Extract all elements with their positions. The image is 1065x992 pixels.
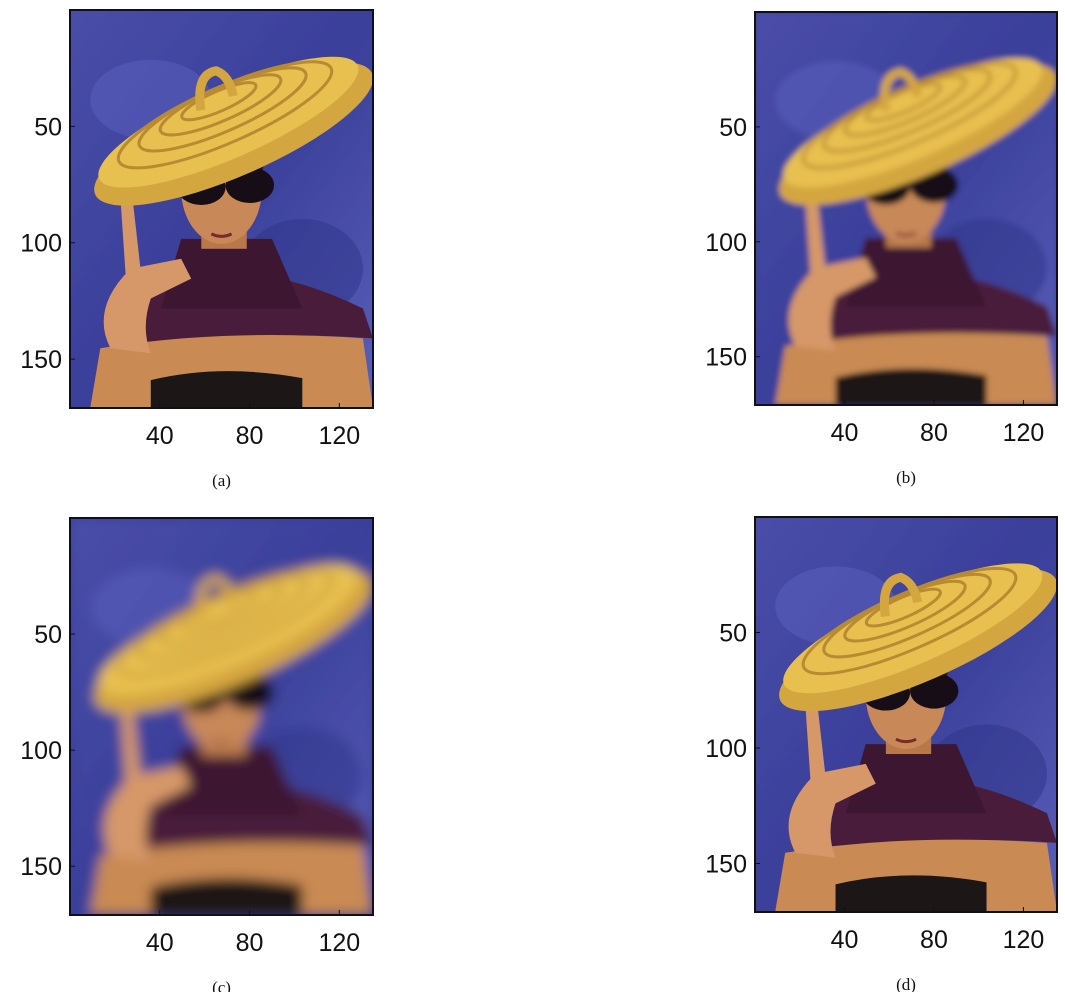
x-tick-label: 40: [831, 419, 859, 447]
y-tick-label: 100: [705, 735, 747, 763]
y-tick-label: 100: [705, 229, 747, 257]
x-tick-label: 40: [146, 422, 174, 450]
x-tick-label: 80: [920, 926, 948, 954]
figure: 50 100 150 40 80 120 (a) 50 100 150 40 80 120 (b) 50 10…: [0, 0, 1065, 992]
y-tick-label: 150: [705, 850, 747, 878]
photo: [753, 12, 1065, 405]
x-tick-label: 120: [318, 929, 360, 957]
image: [60, 508, 389, 925]
panel: 50 100 150 40 80 120 (a): [20, 0, 389, 490]
x-tick-label: 80: [236, 422, 264, 450]
image: [745, 2, 1065, 415]
x-tick-label: 80: [920, 419, 948, 447]
y-tick-label: 50: [34, 113, 62, 141]
panel: 50 100 150 40 80 120 (b): [705, 2, 1065, 487]
panel: 50 100 150 40 80 120 (d): [705, 507, 1065, 992]
y-tick-label: 150: [705, 344, 747, 372]
photo: [753, 517, 1065, 912]
x-tick-label: 120: [318, 422, 360, 450]
y-tick-label: 100: [20, 230, 62, 258]
panel: 50 100 150 40 80 120 (c): [20, 508, 389, 992]
photo: [68, 10, 389, 408]
y-tick-label: 150: [20, 853, 62, 881]
caption: (b): [896, 468, 916, 487]
y-tick-label: 50: [719, 619, 747, 647]
y-tick-label: 150: [20, 346, 62, 374]
x-tick-label: 80: [236, 929, 264, 957]
image: [60, 0, 389, 418]
x-tick-label: 40: [146, 929, 174, 957]
y-tick-label: 50: [34, 621, 62, 649]
x-tick-label: 120: [1003, 419, 1045, 447]
caption: (d): [896, 975, 916, 992]
x-tick-label: 120: [1003, 926, 1045, 954]
photo: [68, 518, 389, 915]
caption: (c): [212, 978, 231, 992]
x-tick-label: 40: [831, 926, 859, 954]
image: [745, 507, 1065, 922]
y-tick-label: 100: [20, 737, 62, 765]
caption: (a): [212, 471, 231, 490]
y-tick-label: 50: [719, 114, 747, 142]
